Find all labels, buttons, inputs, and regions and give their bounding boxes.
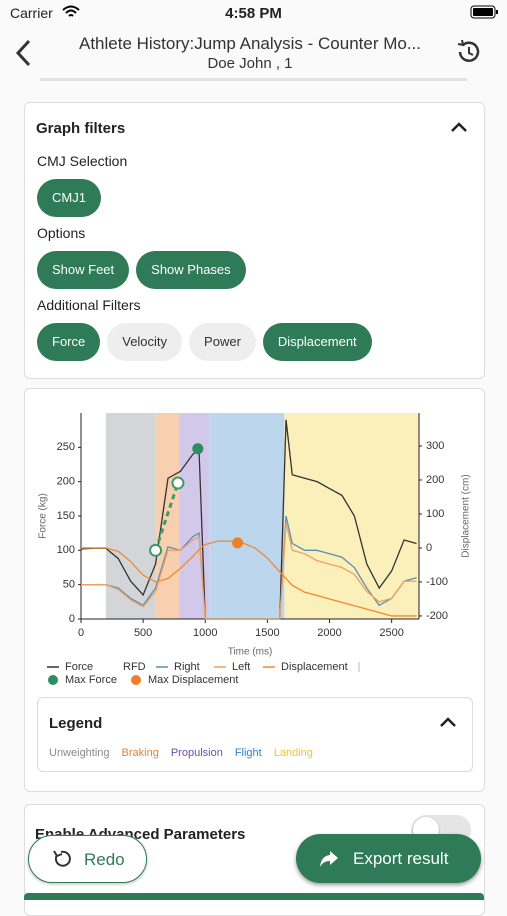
chip-row: CMJ1 — [37, 179, 477, 217]
filter-groups: CMJ Selection CMJ1 Options Show Feet Show Ph… — [37, 145, 477, 367]
filter-chip[interactable]: Show Phases — [136, 251, 246, 289]
legend-card: Legend Unweighting Braking Propulsion Fligh… — [37, 697, 473, 772]
legend-title: Legend — [49, 715, 103, 732]
phase-band — [284, 413, 419, 619]
collapse-button[interactable] — [449, 119, 469, 135]
phase-legend-item: Propulsion — [170, 747, 223, 759]
y2-axis-label: Displacement (cm) — [461, 474, 472, 557]
clock: 4:58 PM — [225, 5, 282, 22]
y-tick-label: 100 — [57, 544, 75, 556]
y-tick-label: 0 — [69, 613, 75, 625]
export-button[interactable]: Export result — [296, 834, 481, 883]
legend-swatch — [48, 675, 58, 685]
legend-label: Right — [174, 661, 200, 673]
x-tick-label: 1500 — [255, 627, 279, 639]
series-line — [154, 482, 180, 551]
y-axis-label: Force (kg) — [38, 493, 49, 539]
filter-chip[interactable]: Velocity — [107, 323, 183, 361]
phase-legend: Unweighting Braking Propulsion Flight Landin… — [49, 747, 325, 759]
y-tick-label: 150 — [57, 510, 75, 522]
filters-card: Graph filters CMJ Selection CMJ1 Options Sh… — [24, 102, 485, 379]
x-tick-label: 1000 — [193, 627, 217, 639]
filter-chip[interactable]: Power — [189, 323, 256, 361]
filter-chip[interactable]: Show Feet — [37, 251, 130, 289]
history-button[interactable] — [454, 38, 482, 66]
chip-row: Show Feet Show Phases — [37, 251, 477, 289]
back-button[interactable] — [12, 38, 36, 68]
legend-collapse[interactable] — [438, 714, 458, 730]
y2-tick-label: -200 — [426, 610, 448, 622]
legend-label: Max Force — [65, 674, 117, 686]
phase-legend-item: Braking — [121, 747, 159, 759]
chart-card: 0 500 1000 1500 2000 2500 0 50 100 150 200 250 -200-… — [24, 388, 485, 792]
redo-label: Redo — [84, 850, 125, 869]
redo-button[interactable]: Redo — [28, 835, 147, 883]
x-tick-label: 2000 — [317, 627, 341, 639]
y2-tick-label: 200 — [426, 474, 444, 486]
y-tick-label: 250 — [57, 441, 75, 453]
series-line — [81, 522, 417, 620]
legend-label: RFD — [123, 661, 146, 673]
legend-label: Force — [65, 661, 93, 673]
legend-label: Max Displacement — [148, 674, 238, 686]
divider — [40, 78, 467, 81]
legend-label: Left — [232, 661, 250, 673]
rfd-point — [149, 543, 163, 557]
wifi-icon — [62, 5, 80, 17]
y2-tick-label: 300 — [426, 440, 444, 452]
x-tick-label: 0 — [78, 627, 84, 639]
header-subtitle: Doe John , 1 — [207, 55, 293, 72]
y-tick-label: 200 — [57, 476, 75, 488]
y2-tick-label: 100 — [426, 508, 444, 520]
y2-tick-label: 0 — [426, 542, 432, 554]
x-axis-label: Time (ms) — [228, 647, 273, 658]
legend-label: Displacement — [281, 661, 348, 673]
redo-icon — [53, 850, 71, 867]
header-title: Athlete History:Jump Analysis - Counter … — [78, 34, 422, 53]
x-tick-label: 500 — [134, 627, 152, 639]
rfd-point — [171, 476, 185, 490]
chip-row: Force Velocity Power Displacement — [37, 323, 477, 361]
filter-chip[interactable]: Displacement — [262, 323, 372, 361]
filter-group-label: Additional Filters — [37, 297, 141, 313]
filters-title: Graph filters — [36, 120, 126, 137]
x-tick-label: 2500 — [379, 627, 403, 639]
carrier: Carrier — [10, 5, 53, 21]
filter-group-label: CMJ Selection — [37, 153, 128, 169]
filter-group-label: Options — [37, 225, 86, 241]
y2-tick-label: -100 — [426, 576, 448, 588]
legend-swatch — [131, 675, 141, 685]
filter-chip[interactable]: Force — [37, 323, 101, 361]
export-label: Export result — [353, 849, 449, 868]
phase-legend-item: Flight — [234, 747, 262, 759]
chart: 0 500 1000 1500 2000 2500050100150200250-200-… — [38, 413, 472, 686]
phase-legend-item: Unweighting — [49, 747, 110, 759]
share-icon — [320, 851, 338, 867]
marker-point — [192, 443, 204, 455]
marker-point — [232, 537, 244, 549]
battery-icon — [470, 5, 498, 19]
y-tick-label: 50 — [63, 579, 75, 591]
phase-legend-item: Landing — [273, 747, 313, 759]
series-line — [81, 540, 417, 617]
filter-chip[interactable]: CMJ1 — [37, 179, 101, 217]
phase-band — [209, 413, 285, 619]
bottom-bar — [24, 893, 484, 900]
